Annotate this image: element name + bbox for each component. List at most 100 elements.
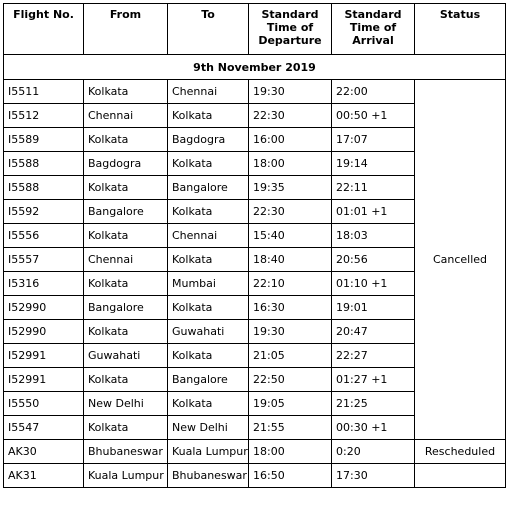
- departure-cell: 16:50: [248, 463, 332, 488]
- arrival-cell: 01:10 +1: [331, 271, 415, 296]
- departure-cell: 18:00: [248, 151, 332, 176]
- departure-cell: 21:55: [248, 415, 332, 440]
- to-cell: Guwahati: [167, 319, 249, 344]
- header-departure-line: Time of: [266, 21, 314, 34]
- flight-no-cell: I52990: [3, 319, 84, 344]
- to-cell: Kolkata: [167, 103, 249, 128]
- table-row: I52990 Bangalore Kolkata 16:30 19:01: [3, 295, 506, 320]
- table-row: I5588 Bagdogra Kolkata 18:00 19:14: [3, 151, 506, 176]
- status-rescheduled: Rescheduled: [414, 439, 506, 464]
- arrival-cell: 17:30: [331, 463, 415, 488]
- flight-no-cell: I52990: [3, 295, 84, 320]
- from-cell: Kolkata: [83, 79, 168, 104]
- status-empty-cell: [414, 463, 506, 488]
- flight-no-cell: I5588: [3, 175, 84, 200]
- to-cell: Kuala Lumpur: [167, 439, 249, 464]
- from-cell: Kolkata: [83, 175, 168, 200]
- arrival-cell: 21:25: [331, 391, 415, 416]
- departure-cell: 19:30: [248, 319, 332, 344]
- to-cell: Kolkata: [167, 295, 249, 320]
- header-arrival: Standard Time of Arrival: [331, 3, 415, 55]
- flight-no-cell: I5588: [3, 151, 84, 176]
- to-cell: Kolkata: [167, 247, 249, 272]
- to-cell: Chennai: [167, 79, 249, 104]
- table-row: I5512 Chennai Kolkata 22:30 00:50 +1: [3, 103, 506, 128]
- arrival-cell: 17:07: [331, 127, 415, 152]
- header-from: From: [83, 3, 168, 55]
- table-row: I52990 Kolkata Guwahati 19:30 20:47: [3, 319, 506, 344]
- from-cell: Kolkata: [83, 367, 168, 392]
- departure-cell: 21:05: [248, 343, 332, 368]
- flight-no-cell: I52991: [3, 343, 84, 368]
- arrival-cell: 20:56: [331, 247, 415, 272]
- flight-no-cell: I52991: [3, 367, 84, 392]
- from-cell: Bagdogra: [83, 151, 168, 176]
- arrival-cell: 00:50 +1: [331, 103, 415, 128]
- to-cell: Bagdogra: [167, 127, 249, 152]
- flight-no-cell: I5589: [3, 127, 84, 152]
- to-cell: New Delhi: [167, 415, 249, 440]
- from-cell: Bangalore: [83, 199, 168, 224]
- arrival-cell: 22:11: [331, 175, 415, 200]
- header-to: To: [167, 3, 249, 55]
- from-cell: Kolkata: [83, 271, 168, 296]
- flight-no-cell: I5547: [3, 415, 84, 440]
- status-cancelled: Cancelled: [414, 79, 506, 440]
- header-departure: Standard Time of Departure: [248, 3, 332, 55]
- table-row: I5550 New Delhi Kolkata 19:05 21:25: [3, 391, 506, 416]
- to-cell: Bangalore: [167, 175, 249, 200]
- from-cell: Kuala Lumpur: [83, 463, 168, 488]
- departure-cell: 19:35: [248, 175, 332, 200]
- to-cell: Kolkata: [167, 151, 249, 176]
- to-cell: Kolkata: [167, 343, 249, 368]
- from-cell: Kolkata: [83, 319, 168, 344]
- flight-no-cell: I5512: [3, 103, 84, 128]
- header-departure-line: Departure: [258, 34, 322, 47]
- departure-cell: 18:40: [248, 247, 332, 272]
- from-cell: Kolkata: [83, 223, 168, 248]
- to-cell: Kolkata: [167, 391, 249, 416]
- header-departure-line: Standard: [261, 8, 319, 21]
- to-cell: Bhubaneswar: [167, 463, 249, 488]
- departure-cell: 19:05: [248, 391, 332, 416]
- flight-no-cell: I5592: [3, 199, 84, 224]
- to-cell: Chennai: [167, 223, 249, 248]
- table-row: I52991 Guwahati Kolkata 21:05 22:27: [3, 343, 506, 368]
- departure-cell: 15:40: [248, 223, 332, 248]
- departure-cell: 22:30: [248, 103, 332, 128]
- to-cell: Mumbai: [167, 271, 249, 296]
- date-label: 9th November 2019: [3, 54, 506, 80]
- flight-schedule-table: Flight No. From To Standard Time of Depa…: [3, 3, 506, 488]
- from-cell: Kolkata: [83, 415, 168, 440]
- table-row: I5592 Bangalore Kolkata 22:30 01:01 +1: [3, 199, 506, 224]
- table-row: I5511 Kolkata Chennai 19:30 22:00 Cancelled: [3, 79, 506, 440]
- departure-cell: 22:10: [248, 271, 332, 296]
- to-cell: Kolkata: [167, 199, 249, 224]
- flight-no-cell: I5556: [3, 223, 84, 248]
- from-cell: Guwahati: [83, 343, 168, 368]
- header-flight-no: Flight No.: [3, 3, 84, 55]
- header-arrival-line: Standard: [344, 8, 402, 21]
- flight-no-cell: I5550: [3, 391, 84, 416]
- table-row: AK31 Kuala Lumpur Bhubaneswar 16:50 17:30: [3, 463, 506, 488]
- header-arrival-line: Arrival: [352, 34, 394, 47]
- date-row: 9th November 2019: [3, 54, 506, 80]
- arrival-cell: 01:27 +1: [331, 367, 415, 392]
- header-arrival-line: Time of: [349, 21, 397, 34]
- table-row: AK30 Bhubaneswar Kuala Lumpur 18:00 0:20 Resc…: [3, 439, 506, 464]
- arrival-cell: 0:20: [331, 439, 415, 464]
- flight-no-cell: I5511: [3, 79, 84, 104]
- arrival-cell: 22:00: [331, 79, 415, 104]
- arrival-cell: 19:14: [331, 151, 415, 176]
- from-cell: Bhubaneswar: [83, 439, 168, 464]
- from-cell: Chennai: [83, 103, 168, 128]
- flight-no-cell: I5557: [3, 247, 84, 272]
- arrival-cell: 19:01: [331, 295, 415, 320]
- departure-cell: 19:30: [248, 79, 332, 104]
- from-cell: Bangalore: [83, 295, 168, 320]
- arrival-cell: 01:01 +1: [331, 199, 415, 224]
- departure-cell: 22:30: [248, 199, 332, 224]
- header-status: Status: [414, 3, 506, 55]
- departure-cell: 16:30: [248, 295, 332, 320]
- table-header-row: Flight No. From To Standard Time of Depa…: [3, 3, 506, 55]
